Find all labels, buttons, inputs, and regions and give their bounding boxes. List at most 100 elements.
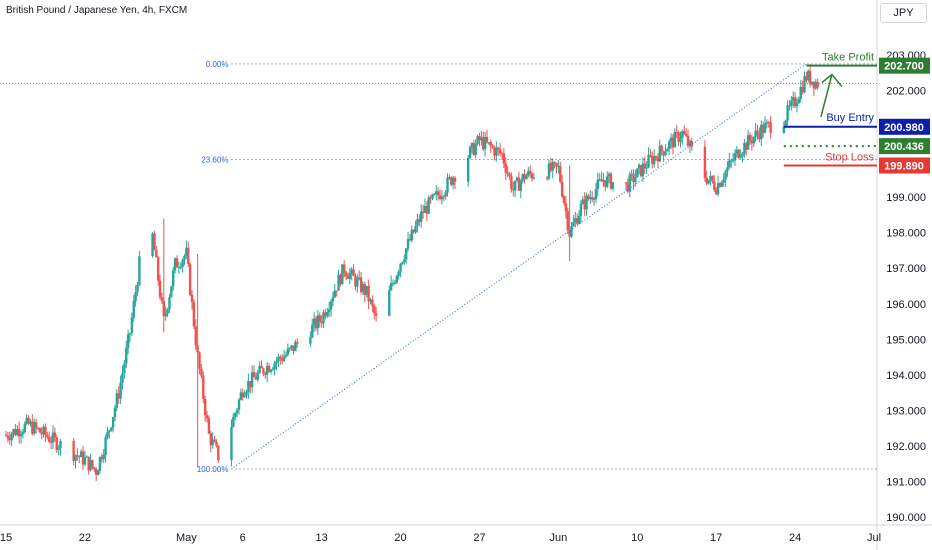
candle-body (792, 97, 795, 101)
candle-body (436, 191, 440, 196)
candle-body (630, 173, 633, 175)
candle-body (34, 422, 38, 428)
candle-body (735, 149, 739, 154)
candle-body (126, 334, 130, 348)
candle-body (342, 264, 346, 273)
candle-body (506, 172, 509, 174)
candle-body (746, 135, 750, 150)
candle-body (170, 286, 173, 298)
candle-body (575, 218, 579, 224)
candle-body (525, 175, 528, 180)
candle-body (211, 439, 214, 446)
candle-body (634, 177, 637, 183)
candle-body (763, 123, 767, 133)
candle-body (786, 105, 789, 121)
x-tick-label: Jun (549, 532, 567, 544)
candle-body (769, 122, 772, 133)
candle-body (677, 132, 680, 143)
candle-body (403, 259, 406, 263)
candle-body (164, 313, 167, 317)
fib-trend-line (231, 63, 807, 470)
candle-body (198, 352, 201, 369)
candle-body (510, 176, 513, 190)
candle-body (388, 290, 391, 316)
candle-body (512, 189, 515, 191)
candle-body (636, 168, 639, 178)
candle-body (799, 87, 802, 100)
candle-body (581, 199, 584, 205)
candle-body (286, 349, 290, 355)
candle-body (209, 433, 212, 446)
candle-body (656, 157, 660, 162)
candle-body (341, 264, 344, 285)
candle-body (237, 399, 241, 410)
candle-body (632, 173, 635, 183)
candle-body (662, 151, 665, 156)
candle-body (410, 229, 414, 241)
candle-body (358, 277, 361, 279)
candle-body (675, 131, 678, 133)
candle-body (38, 428, 42, 433)
candle-body (602, 180, 605, 182)
candle-body (320, 321, 323, 324)
candle-body (200, 368, 203, 376)
candle-body (217, 445, 220, 461)
candle-body (468, 147, 472, 158)
candle-body (814, 81, 817, 89)
candle-body (404, 248, 408, 260)
candle-body (673, 131, 677, 148)
candle-body (130, 317, 134, 334)
currency-button[interactable]: JPY (880, 3, 927, 23)
candle-body (714, 189, 718, 195)
candle-body (42, 426, 45, 435)
candle-body (761, 124, 765, 133)
candle-body (93, 467, 96, 470)
candle-body (604, 180, 607, 187)
price-label: 200.980 (884, 122, 924, 134)
candle-body (324, 312, 327, 317)
candle-body (756, 130, 759, 134)
candle-body (679, 138, 682, 143)
candle-body (102, 454, 105, 460)
candle-body (19, 434, 23, 437)
candle-body (292, 345, 295, 352)
candle-body (23, 423, 26, 433)
candle-body (53, 432, 57, 438)
candle-body (760, 124, 763, 140)
candle-body (156, 257, 160, 281)
candle-body (684, 134, 688, 136)
candle-body (711, 175, 714, 182)
candle-body (339, 274, 342, 285)
candle-body (89, 460, 92, 471)
candle-body (658, 145, 662, 162)
candle-body (649, 154, 652, 157)
candle-body (724, 171, 727, 180)
candle-body (718, 183, 722, 187)
candle-body (645, 167, 648, 169)
candle-body (205, 415, 209, 419)
candle-body (250, 372, 254, 388)
candle-body (87, 456, 90, 471)
candle-body (594, 189, 598, 199)
buy-entry-annotation: Buy Entry (826, 112, 874, 124)
candle-body (166, 309, 169, 314)
candle-body (425, 206, 429, 214)
candle-body (190, 294, 194, 302)
price-label-bg (879, 157, 930, 174)
candle-body (202, 375, 205, 399)
candle-body (243, 395, 246, 398)
fib-level-label: 23.60% (201, 155, 228, 164)
take-profit-annotation: Take Profit (822, 52, 874, 64)
x-tick-label: 13 (316, 532, 328, 544)
candle-body (187, 247, 190, 265)
candle-body (282, 356, 286, 361)
candle-body (207, 418, 211, 434)
candle-body (440, 196, 444, 200)
candle-body (545, 177, 549, 179)
candle-body (290, 345, 293, 348)
candle-body (577, 215, 581, 224)
candle-body (49, 441, 53, 443)
candle-body (795, 103, 799, 107)
candle-body (572, 222, 575, 227)
